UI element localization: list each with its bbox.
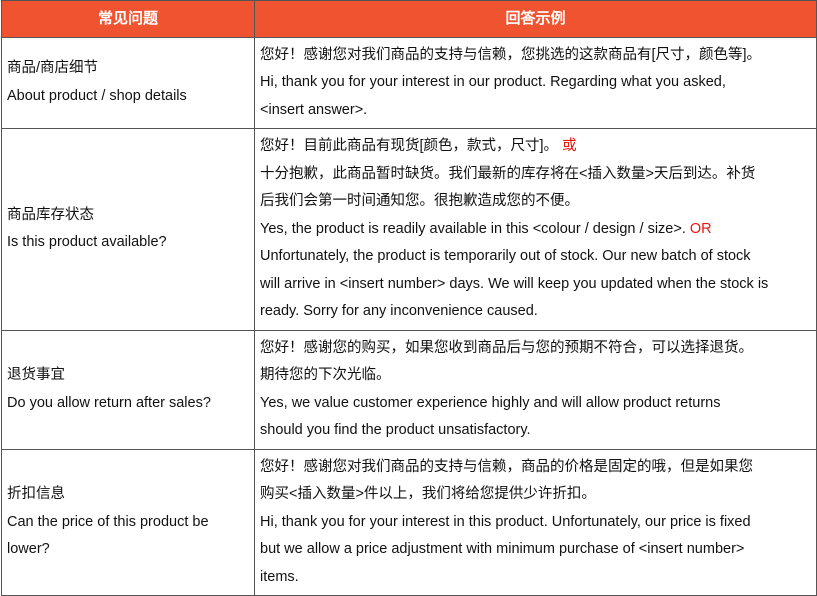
answer-text: 您好！感谢您的购买，如果您收到商品后与您的预期不符合，可以选择退货。 [260, 339, 753, 356]
answer-text: Yes, we value customer experience highly… [260, 394, 721, 411]
table-row: 折扣信息 Can the price of this product be lowe… [1, 448, 817, 596]
answer-text: 十分抱歉，此商品暂时缺货。我们最新的库存将在<插入数量>天后到达。补货 [260, 165, 756, 182]
answer-line: <insert answer>. [260, 97, 812, 125]
answer-text: Hi, thank you for your interest in this … [260, 513, 751, 530]
table-row: 退货事宜 Do you allow return after sales? 您好！感… [1, 329, 817, 450]
table-body: 商品/商店细节 About product / shop details 您好！感谢… [1, 36, 817, 596]
answer-line: 您好！目前此商品有现货[颜色，款式，尺寸]。 或 [260, 133, 812, 161]
question-text: 商品库存状态 [7, 206, 94, 223]
question-cell: 退货事宜 Do you allow return after sales? [1, 329, 255, 450]
question-text: 退货事宜 [7, 367, 65, 383]
answer-text: will arrive in <insert number> days. We … [260, 275, 769, 292]
answer-line: 您好！感谢您的购买，如果您收到商品后与您的预期不符合，可以选择退货。 [260, 335, 812, 363]
answer-line: will arrive in <insert number> days. We … [260, 271, 812, 299]
answer-cell: 您好！感谢您对我们商品的支持与信赖，您挑选的这款商品有[尺寸，颜色等]。 Hi, … [254, 36, 817, 129]
question-text: About product / shop details [7, 87, 187, 104]
answer-cell: 您好！目前此商品有现货[颜色，款式，尺寸]。 或十分抱歉，此商品暂时缺货。我们最… [254, 128, 817, 331]
question-text: Is this product available? [7, 234, 167, 251]
question-text: lower? [7, 541, 50, 557]
answer-text: should you find the product unsatisfacto… [260, 422, 531, 438]
answer-text: Unfortunately, the product is temporaril… [260, 248, 751, 264]
answer-line: ready. Sorry for any inconvenience cause… [260, 298, 812, 326]
question-cell: 商品库存状态 Is this product available? [1, 128, 255, 331]
answer-text: 您好！感谢您对我们商品的支持与信赖，您挑选的这款商品有[尺寸，颜色等]。 [260, 46, 762, 63]
answer-line: items. [260, 564, 812, 592]
answer-line: Yes, we value customer experience highly… [260, 390, 812, 418]
answer-text: Hi, thank you for your interest in our p… [260, 74, 726, 90]
table-header: 常见问题 回答示例 [1, 0, 817, 38]
question-text: Can the price of this product be [7, 513, 209, 530]
answer-line: 十分抱歉，此商品暂时缺货。我们最新的库存将在<插入数量>天后到达。补货 [260, 161, 812, 189]
question-cell: 折扣信息 Can the price of this product be lowe… [1, 448, 255, 596]
question-text: Do you allow return after sales? [7, 394, 211, 411]
answer-cell: 您好！感谢您对我们商品的支持与信赖，商品的价格是固定的哦，但是如果您 购买<插入数… [254, 448, 817, 596]
answer-line: Hi, thank you for your interest in this … [260, 509, 812, 537]
answer-line: 后我们会第一时间通知您。很抱歉造成您的不便。 [260, 188, 812, 216]
answer-line: Unfortunately, the product is temporaril… [260, 243, 812, 271]
answer-text: items. [260, 568, 299, 585]
answer-line: but we allow a price adjustment with min… [260, 536, 812, 564]
answer-line: 期待您的下次光临。 [260, 362, 812, 390]
question-cell: 商品/商店细节 About product / shop details [1, 36, 255, 129]
answer-line: Yes, the product is readily available in… [260, 216, 812, 244]
answer-text: 后我们会第一时间通知您。很抱歉造成您的不便。 [260, 193, 579, 209]
answer-emphasis: 或 [558, 138, 577, 154]
header-cell: 常见问题 [1, 0, 255, 38]
header-cell: 回答示例 [254, 0, 817, 38]
answer-line: 购买<插入数量>件以上，我们将给您提供少许折扣。 [260, 481, 812, 509]
answer-text: Yes, the product is readily available in… [260, 220, 686, 237]
answer-text: but we allow a price adjustment with min… [260, 541, 745, 557]
answer-text: <insert answer>. [260, 101, 368, 118]
answer-cell: 您好！感谢您的购买，如果您收到商品后与您的预期不符合，可以选择退货。 期待您的下次… [254, 329, 817, 450]
question-text: 折扣信息 [7, 486, 65, 502]
answer-line: should you find the product unsatisfacto… [260, 417, 812, 445]
answer-emphasis: OR [685, 220, 712, 237]
answer-text: 您好！目前此商品有现货[颜色，款式，尺寸]。 [260, 138, 559, 154]
answer-line: 您好！感谢您对我们商品的支持与信赖，您挑选的这款商品有[尺寸，颜色等]。 [260, 42, 812, 70]
table-row: 商品/商店细节 About product / shop details 您好！感谢… [1, 36, 817, 129]
table-row: 商品库存状态 Is this product available? 您好！目前此商品… [1, 128, 817, 331]
question-text: 商品/商店细节 [7, 60, 99, 77]
answer-text: 您好！感谢您对我们商品的支持与信赖，商品的价格是固定的哦，但是如果您 [260, 458, 753, 475]
header-row: 常见问题 回答示例 [1, 0, 817, 38]
answer-text: ready. Sorry for any inconvenience cause… [260, 303, 538, 319]
answer-line: Hi, thank you for your interest in our p… [260, 69, 812, 97]
answer-text: 购买<插入数量>件以上，我们将给您提供少许折扣。 [260, 486, 596, 502]
answer-text: 期待您的下次光临。 [260, 367, 391, 383]
answer-line: 您好！感谢您对我们商品的支持与信赖，商品的价格是固定的哦，但是如果您 [260, 454, 812, 482]
